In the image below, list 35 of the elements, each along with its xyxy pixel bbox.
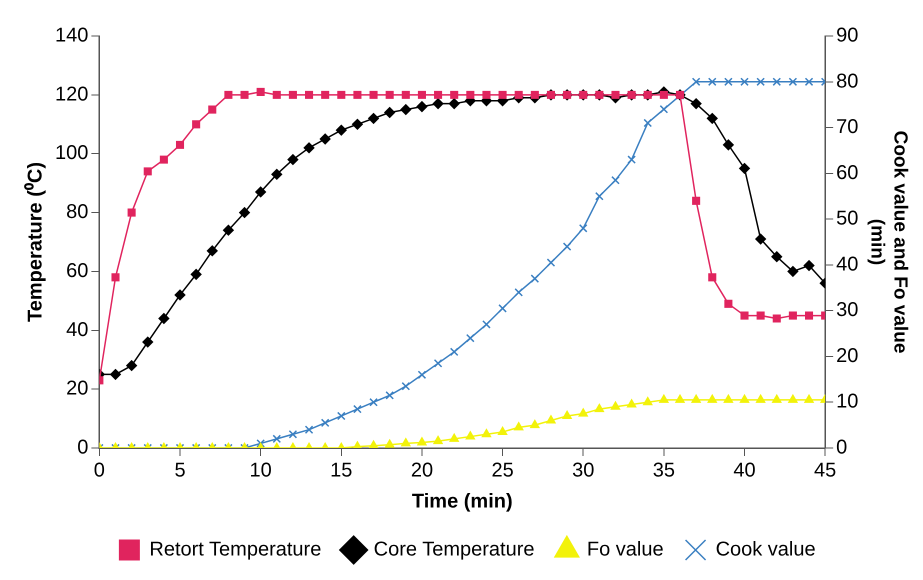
y-tick-label: 0 (77, 436, 88, 459)
x-tick-label: 25 (491, 460, 514, 482)
y2-axis-title: Cook value and Fo value (min) (866, 130, 910, 354)
y2-tick-label: 50 (836, 208, 858, 230)
x-tick-label: 5 (174, 460, 186, 482)
y2-tick-label: 60 (836, 162, 858, 184)
x-tick-label: 20 (410, 460, 434, 482)
y-tick-label: 40 (66, 318, 88, 341)
legend-label: Fo value (586, 538, 664, 561)
y-tick-label: 60 (66, 260, 88, 282)
y2-tick-label: 70 (836, 116, 858, 138)
y2-tick-label: 80 (836, 70, 858, 92)
legend-label: Core Temperature (374, 538, 534, 561)
x-tick-label: 45 (814, 460, 836, 482)
y2-tick-label: 10 (836, 390, 858, 413)
y-tick-label: 140 (54, 24, 88, 47)
y-tick-label: 20 (66, 378, 88, 400)
y-tick-label: 120 (54, 83, 88, 106)
y2-tick-label: 90 (836, 24, 858, 47)
x-tick-label: 15 (330, 460, 352, 482)
y2-tick-label: 20 (836, 344, 858, 367)
x-tick-label: 35 (652, 460, 675, 482)
x-tick-label: 40 (733, 460, 756, 482)
x-tick-label: 10 (250, 460, 272, 482)
y2-tick-label: 0 (836, 436, 848, 459)
x-tick-label: 0 (94, 460, 105, 482)
legend-label: Cook value (716, 538, 816, 561)
legend-label: Retort Temperature (149, 538, 322, 561)
y2-tick-label: 40 (836, 253, 858, 276)
x-axis-title: Time (min) (412, 490, 513, 513)
y-tick-label: 100 (54, 142, 88, 164)
y2-tick-label: 30 (836, 299, 858, 322)
x-tick-label: 30 (572, 460, 594, 482)
y-tick-label: 80 (66, 201, 88, 224)
y-axis-title: Temperature (⁰C) (24, 162, 47, 322)
